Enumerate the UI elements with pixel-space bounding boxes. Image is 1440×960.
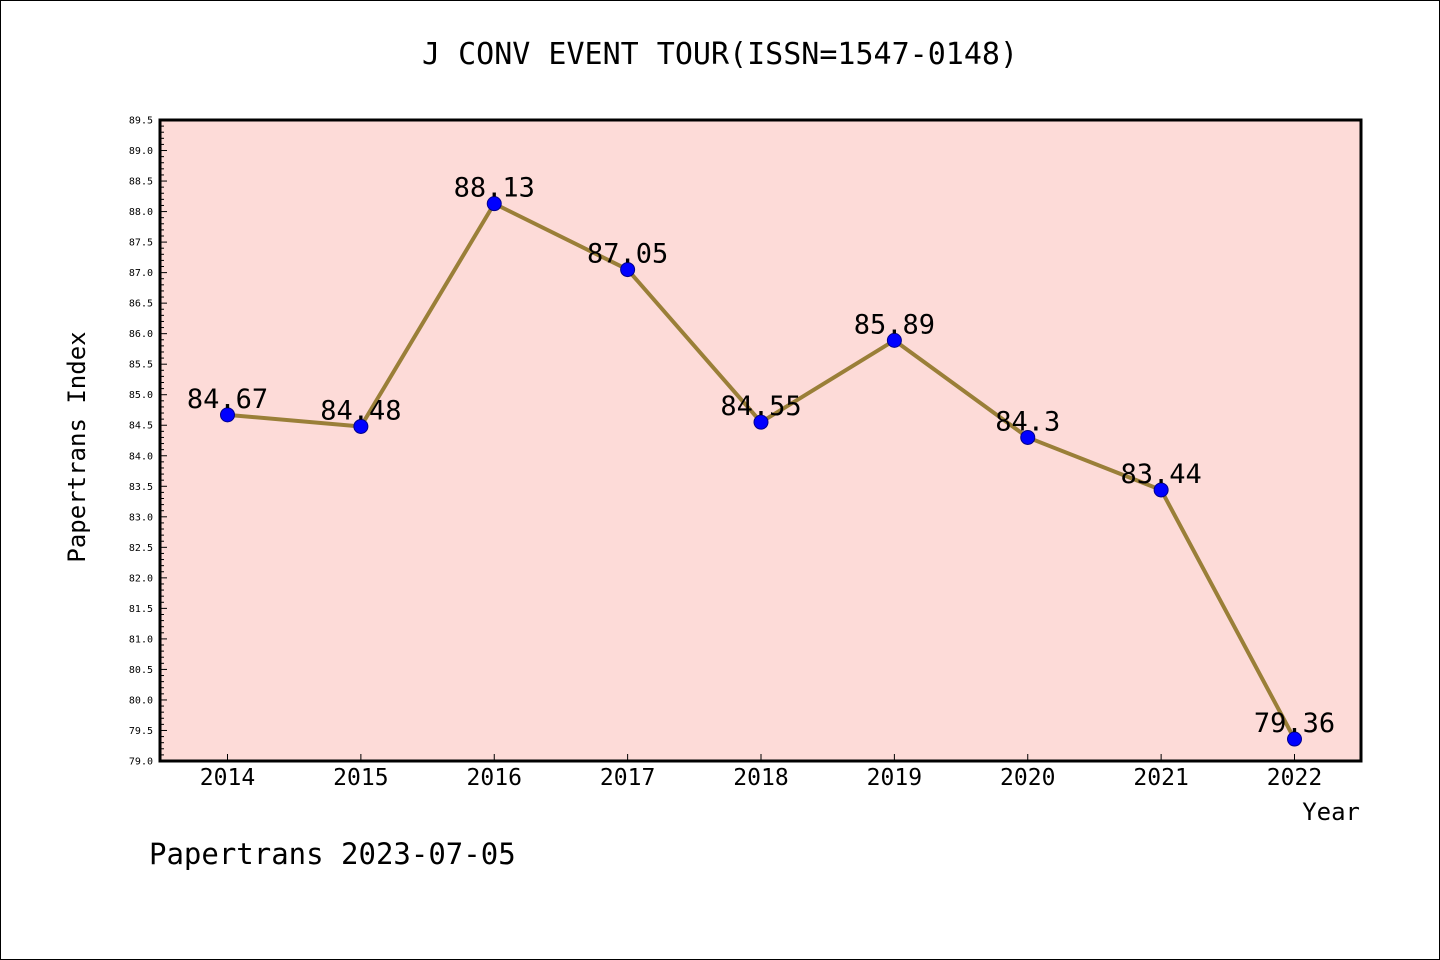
- y-tick-label: 83.5: [129, 482, 153, 493]
- x-tick-label: 2018: [733, 765, 788, 791]
- y-axis-label: Papertrans Index: [63, 331, 91, 562]
- data-point: [1287, 731, 1302, 747]
- y-tick-label: 85.0: [129, 390, 153, 401]
- y-tick-label: 79.0: [129, 757, 153, 768]
- data-point: [220, 407, 235, 423]
- y-tick-label: 81.5: [129, 604, 153, 615]
- y-tick-label: 88.0: [129, 207, 153, 218]
- y-tick-label: 88.5: [129, 177, 153, 188]
- y-tick-label: 87.5: [129, 238, 153, 249]
- y-tick-label: 86.0: [129, 329, 153, 340]
- data-label: 84.3: [995, 406, 1060, 437]
- x-tick-label: 2015: [333, 765, 388, 791]
- series-layer: 84.67 84.48 88.13 87.05 84.55 85.89 84.3 83.44 7…: [187, 173, 1335, 747]
- chart-title: J CONV EVENT TOUR(ISSN=1547-0148): [421, 37, 1019, 72]
- y-tick-label: 86.5: [129, 299, 153, 310]
- y-tick-label: 84.5: [129, 421, 153, 432]
- data-label: 84.67: [187, 384, 268, 415]
- data-label: 87.05: [587, 239, 668, 270]
- x-tick-label: 2021: [1133, 765, 1188, 791]
- y-tick-label: 80.5: [129, 665, 153, 676]
- y-tick-label: 84.0: [129, 451, 153, 462]
- x-tick-label: 2016: [467, 765, 522, 791]
- x-tick-label: 2014: [200, 765, 255, 791]
- x-tick-label: 2020: [1000, 765, 1055, 791]
- data-point: [753, 414, 769, 430]
- y-tick-label: 82.0: [129, 573, 153, 584]
- x-tick-label: 2019: [867, 765, 922, 791]
- data-point: [353, 418, 369, 434]
- data-label: 88.13: [454, 173, 535, 204]
- data-label: 84.55: [720, 391, 801, 422]
- data-label: 79.36: [1254, 708, 1335, 739]
- y-tick-label: 85.5: [129, 360, 153, 371]
- y-tick-label: 87.0: [129, 268, 153, 279]
- data-point: [886, 332, 902, 348]
- data-point: [486, 196, 502, 212]
- data-point: [1153, 482, 1169, 498]
- x-axis: 2014 2015 2016 2017 2018 2019 2020 2021 2022: [200, 754, 1322, 791]
- y-tick-label: 81.0: [129, 634, 153, 645]
- plot-area: [160, 120, 1361, 761]
- data-point: [1020, 429, 1036, 445]
- data-label: 85.89: [854, 309, 935, 340]
- x-tick-label: 2022: [1267, 765, 1322, 791]
- x-axis-label: Year: [1302, 798, 1360, 826]
- y-axis: 79.0 79.5 80.0 80.5 81.0 81.5 82.0 82.5 83.0 83.5…: [129, 116, 167, 768]
- y-tick-label: 89.0: [129, 146, 153, 157]
- data-label: 84.48: [320, 395, 401, 426]
- y-tick-label: 82.5: [129, 543, 153, 554]
- y-tick-label: 89.5: [129, 116, 153, 127]
- footer-note: Papertrans 2023-07-05: [149, 837, 516, 871]
- y-tick-label: 80.0: [129, 695, 153, 706]
- plot-border: [158, 118, 1363, 763]
- x-tick-label: 2017: [600, 765, 655, 791]
- data-label: 83.44: [1120, 459, 1201, 490]
- y-tick-label: 83.0: [129, 512, 153, 523]
- y-tick-label: 79.5: [129, 726, 153, 737]
- data-point: [620, 262, 636, 278]
